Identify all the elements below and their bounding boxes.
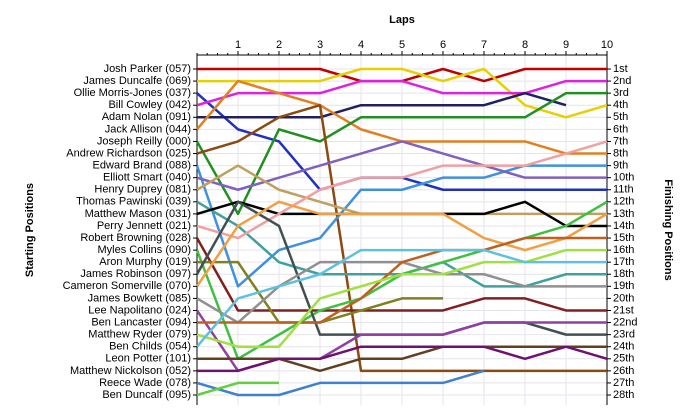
legend-label: James Bowkett (085) <box>88 292 191 304</box>
y2-tick-label: 25th <box>613 353 634 365</box>
legend-label: Ben Childs (054) <box>109 341 191 353</box>
x-tick-label: 9 <box>563 39 569 51</box>
x-tick-label: 7 <box>481 39 487 51</box>
series-line <box>197 236 607 324</box>
series-line <box>197 345 607 373</box>
series-line <box>196 369 485 397</box>
legend-label: Perry Jennett (021) <box>97 220 191 232</box>
legend-label: Josh Parker (057) <box>104 63 191 75</box>
legend-label: Andrew Richardson (025) <box>66 147 191 159</box>
y2-tick-label: 7th <box>613 135 628 147</box>
legend-label: Henry Duprey (081) <box>94 184 191 196</box>
y2-axis-title: Finishing Positions <box>662 179 674 280</box>
y2-tick-label: 1st <box>613 63 628 75</box>
y2-tick-label: 19th <box>613 280 634 292</box>
legend-label: Lee Napolitano (024) <box>88 304 191 316</box>
legend-label: Robert Browning (028) <box>80 232 191 244</box>
legend-label: Ben Lancaster (094) <box>91 316 191 328</box>
x-tick-label: 8 <box>522 39 528 51</box>
y2-tick-label: 14th <box>613 220 634 232</box>
series-line <box>195 237 607 312</box>
y2-tick-label: 17th <box>613 256 634 268</box>
legend-label: Matthew Mason (031) <box>85 208 191 220</box>
legend-label: James Duncalfe (069) <box>83 75 191 87</box>
y2-tick-label: 6th <box>613 123 628 135</box>
legend-label: Bill Cowley (042) <box>108 99 191 111</box>
x-tick-label: 1 <box>235 39 241 51</box>
y2-tick-label: 11th <box>613 184 634 196</box>
series-line <box>197 91 567 119</box>
series-line <box>196 248 607 348</box>
y2-tick-label: 5th <box>613 111 628 123</box>
series-line <box>196 103 607 373</box>
y2-tick-label: 13th <box>613 208 634 220</box>
legend-label: Adam Nolan (091) <box>102 111 191 123</box>
x-tick-label: 5 <box>399 39 405 51</box>
y2-tick-label: 10th <box>613 172 634 184</box>
y2-tick-label: 4th <box>613 99 628 111</box>
x-tick-label: 10 <box>601 39 613 51</box>
legend-label: Joseph Reilly (000) <box>97 135 191 147</box>
series-line <box>195 164 607 288</box>
legend-label: Myles Collins (090) <box>97 244 191 256</box>
y2-tick-label: 9th <box>613 159 628 171</box>
y2-tick-label: 23rd <box>613 329 635 341</box>
legend-label: Thomas Pawinski (039) <box>76 196 191 208</box>
y2-tick-label: 22nd <box>613 316 637 328</box>
series-line <box>196 140 608 240</box>
y2-tick-label: 8th <box>613 147 628 159</box>
legend-label: Ollie Morris-Jones (037) <box>74 87 191 99</box>
series-line <box>196 381 279 397</box>
x-axis-title: Laps <box>389 14 415 26</box>
legend-label: Cameron Somerville (070) <box>63 280 191 292</box>
legend-label: Reece Wade (078) <box>99 377 191 389</box>
y2-tick-label: 2nd <box>613 75 631 87</box>
y2-tick-label: 12th <box>613 196 634 208</box>
legend-label: Matthew Nickolson (052) <box>70 365 191 377</box>
legend-label: Leon Potter (101) <box>105 353 191 365</box>
y2-tick-label: 18th <box>613 268 634 280</box>
legend-label: Ben Duncalf (095) <box>102 389 191 401</box>
series-line <box>196 248 607 348</box>
legend-label: Edward Brand (088) <box>93 159 191 171</box>
y-axis-title: Starting Positions <box>24 183 36 277</box>
legend-label: Matthew Ryder (079) <box>88 329 191 341</box>
y2-tick-label: 26th <box>613 365 634 377</box>
y2-tick-label: 24th <box>613 341 634 353</box>
y2-tick-label: 15th <box>613 232 634 244</box>
legend-label: Aron Murphy (019) <box>99 256 191 268</box>
x-tick-label: 2 <box>276 39 282 51</box>
series-line <box>195 200 608 288</box>
series-line <box>195 91 607 216</box>
series-line <box>197 345 608 373</box>
legend-label: Jack Allison (044) <box>105 123 191 135</box>
y2-tick-label: 28th <box>613 389 634 401</box>
x-tick-label: 6 <box>440 39 446 51</box>
legend-label: James Robinson (097) <box>80 268 191 280</box>
legend-label: Elliott Smart (040) <box>103 172 191 184</box>
x-tick-label: 4 <box>358 39 364 51</box>
y2-tick-label: 21st <box>613 304 634 316</box>
y2-tick-label: 3rd <box>613 87 629 99</box>
y2-tick-label: 27th <box>613 377 634 389</box>
y2-tick-label: 20th <box>613 292 634 304</box>
x-tick-label: 3 <box>317 39 323 51</box>
y2-tick-label: 16th <box>613 244 634 256</box>
series-line <box>196 79 607 107</box>
